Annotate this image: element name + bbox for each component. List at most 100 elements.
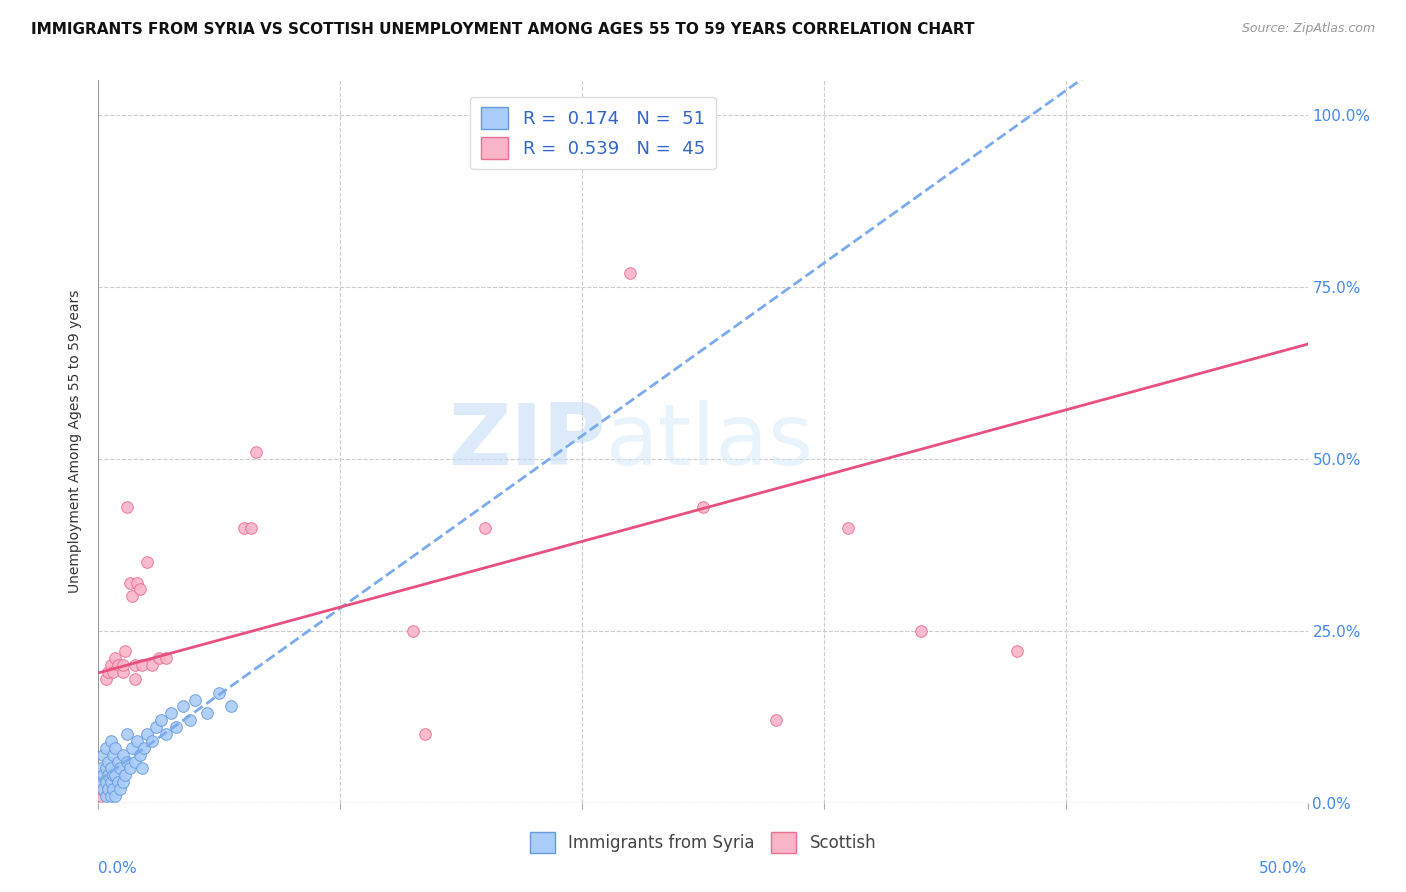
- Point: [107, 755, 129, 769]
- Point: [128, 582, 150, 597]
- Point: [100, 761, 122, 775]
- Point: [114, 768, 136, 782]
- Point: [94, 775, 117, 789]
- Point: [245, 445, 267, 459]
- Point: [97, 768, 120, 782]
- Point: [221, 699, 243, 714]
- Point: [141, 734, 163, 748]
- Point: [108, 782, 131, 797]
- Point: [571, 121, 593, 136]
- Legend: Immigrants from Syria, Scottish: Immigrants from Syria, Scottish: [523, 826, 883, 860]
- Point: [97, 755, 120, 769]
- Point: [108, 768, 131, 782]
- Point: [121, 740, 143, 755]
- Point: [155, 651, 177, 665]
- Point: [111, 665, 134, 679]
- Point: [145, 720, 167, 734]
- Point: [101, 665, 124, 679]
- Point: [118, 761, 141, 775]
- Point: [91, 782, 114, 797]
- Point: [90, 761, 112, 775]
- Point: [108, 761, 131, 775]
- Point: [150, 713, 173, 727]
- Point: [100, 734, 122, 748]
- Point: [131, 761, 153, 775]
- Point: [91, 768, 114, 782]
- Point: [474, 520, 496, 534]
- Point: [172, 699, 194, 714]
- Point: [100, 775, 122, 789]
- Point: [97, 665, 120, 679]
- Point: [155, 727, 177, 741]
- Point: [111, 658, 134, 673]
- Point: [135, 555, 157, 569]
- Point: [165, 720, 187, 734]
- Text: ZIP: ZIP: [449, 400, 606, 483]
- Point: [101, 768, 124, 782]
- Point: [413, 727, 436, 741]
- Point: [104, 789, 127, 803]
- Point: [195, 706, 218, 721]
- Y-axis label: Unemployment Among Ages 55 to 59 years: Unemployment Among Ages 55 to 59 years: [69, 290, 83, 593]
- Point: [91, 782, 114, 797]
- Point: [134, 740, 156, 755]
- Point: [97, 782, 120, 797]
- Point: [160, 706, 183, 721]
- Point: [91, 747, 114, 762]
- Point: [117, 727, 139, 741]
- Point: [124, 672, 146, 686]
- Point: [104, 651, 127, 665]
- Point: [101, 747, 124, 762]
- Text: 0.0%: 0.0%: [98, 862, 138, 876]
- Point: [148, 651, 170, 665]
- Point: [141, 658, 163, 673]
- Point: [179, 713, 201, 727]
- Point: [131, 658, 153, 673]
- Point: [121, 590, 143, 604]
- Text: atlas: atlas: [606, 400, 814, 483]
- Point: [94, 775, 117, 789]
- Point: [128, 747, 150, 762]
- Point: [118, 575, 141, 590]
- Point: [94, 672, 117, 686]
- Point: [239, 520, 262, 534]
- Point: [692, 500, 714, 514]
- Text: Source: ZipAtlas.com: Source: ZipAtlas.com: [1241, 22, 1375, 36]
- Point: [184, 692, 207, 706]
- Point: [94, 740, 117, 755]
- Point: [90, 789, 112, 803]
- Point: [104, 740, 127, 755]
- Point: [135, 727, 157, 741]
- Point: [117, 755, 139, 769]
- Text: IMMIGRANTS FROM SYRIA VS SCOTTISH UNEMPLOYMENT AMONG AGES 55 TO 59 YEARS CORRELA: IMMIGRANTS FROM SYRIA VS SCOTTISH UNEMPL…: [31, 22, 974, 37]
- Point: [117, 500, 139, 514]
- Point: [910, 624, 932, 638]
- Point: [107, 768, 129, 782]
- Point: [1007, 644, 1029, 658]
- Point: [90, 775, 112, 789]
- Point: [127, 575, 149, 590]
- Point: [124, 755, 146, 769]
- Point: [100, 775, 122, 789]
- Point: [402, 624, 425, 638]
- Point: [90, 782, 112, 797]
- Point: [94, 761, 117, 775]
- Text: 50.0%: 50.0%: [1260, 862, 1308, 876]
- Point: [107, 775, 129, 789]
- Point: [101, 782, 124, 797]
- Point: [111, 747, 134, 762]
- Point: [101, 775, 124, 789]
- Point: [111, 775, 134, 789]
- Point: [100, 658, 122, 673]
- Point: [104, 768, 127, 782]
- Point: [94, 789, 117, 803]
- Point: [232, 520, 254, 534]
- Point: [595, 128, 617, 143]
- Point: [127, 734, 149, 748]
- Point: [107, 658, 129, 673]
- Point: [765, 713, 787, 727]
- Point: [837, 520, 859, 534]
- Point: [124, 658, 146, 673]
- Point: [91, 775, 114, 789]
- Point: [100, 789, 122, 803]
